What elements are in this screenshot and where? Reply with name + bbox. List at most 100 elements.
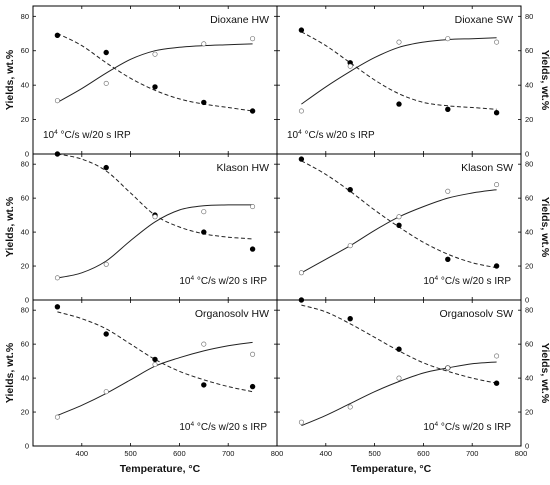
y-tick-label: 20 xyxy=(21,408,29,417)
data-point-filled xyxy=(396,101,402,107)
x-axis-label-left: Temperature, °C xyxy=(120,463,201,475)
data-point-filled xyxy=(298,297,305,303)
y-tick-label: 20 xyxy=(21,115,29,124)
x-tick-label: 400 xyxy=(76,449,89,458)
fit-curve-dashed xyxy=(301,31,497,110)
data-point-filled xyxy=(249,383,256,390)
y-tick-label: 60 xyxy=(525,194,533,203)
fit-curve-solid xyxy=(57,341,253,416)
data-point-open xyxy=(54,414,60,420)
panel-frames xyxy=(32,5,522,447)
data-point-filled xyxy=(249,108,256,114)
data-point-filled xyxy=(347,316,353,322)
data-point-filled xyxy=(54,151,61,157)
x-tick-label: 700 xyxy=(222,449,235,458)
x-tick-label: 800 xyxy=(515,449,528,458)
data-point-open xyxy=(201,41,207,47)
data-point-open xyxy=(445,36,451,42)
data-point-open xyxy=(103,389,109,395)
data-point-open xyxy=(298,419,304,425)
y-tick-label: 40 xyxy=(525,374,533,383)
y-tick-label: 60 xyxy=(525,46,533,55)
fit-curve-dashed xyxy=(301,304,497,384)
data-point-open xyxy=(103,261,109,267)
data-point-filled xyxy=(298,156,305,162)
y-tick-label: 20 xyxy=(21,262,29,271)
y-tick-label: 80 xyxy=(525,306,533,315)
data-point-open xyxy=(396,214,402,220)
data-point-filled xyxy=(493,380,500,386)
data-point-open xyxy=(494,353,500,359)
data-point-open xyxy=(396,39,402,45)
data-point-open xyxy=(298,108,304,114)
data-point-open xyxy=(201,341,207,347)
x-tick-label: 700 xyxy=(466,449,479,458)
fit-curve-solid xyxy=(57,204,253,279)
data-point-filled xyxy=(493,263,500,269)
y-tick-label: 0 xyxy=(525,296,529,305)
y-tick-label: 80 xyxy=(525,12,533,21)
x-tick-label: 400 xyxy=(320,449,333,458)
y-axis-label: Yields, wt.% xyxy=(4,342,16,403)
rate-annotation: 104 °C/s w/20 s IRP xyxy=(179,421,267,433)
fit-curve-dashed xyxy=(57,33,253,112)
data-point-filled xyxy=(152,356,158,363)
y-tick-label: 80 xyxy=(525,160,533,169)
data-point-filled xyxy=(152,84,158,90)
data-points xyxy=(54,27,500,425)
data-point-filled xyxy=(347,187,353,193)
y-tick-label: 80 xyxy=(21,160,29,169)
data-point-open xyxy=(250,351,256,357)
y-tick-label: 80 xyxy=(21,306,29,315)
data-point-open xyxy=(494,182,500,188)
data-point-open xyxy=(250,204,256,210)
data-point-filled xyxy=(396,346,402,352)
data-point-open xyxy=(103,80,109,86)
fit-curve-solid xyxy=(301,37,497,105)
panel-title: Dioxane SW xyxy=(455,14,513,26)
y-tick-label: 60 xyxy=(525,340,533,349)
x-tick-label: 500 xyxy=(368,449,381,458)
data-point-filled xyxy=(103,49,109,56)
data-point-filled xyxy=(201,99,207,106)
y-tick-label: 0 xyxy=(525,442,529,451)
y-tick-label: 0 xyxy=(525,150,529,159)
data-point-filled xyxy=(493,109,500,116)
y-axis-label: Yields, wt.% xyxy=(539,343,550,404)
y-tick-label: 40 xyxy=(21,374,29,383)
rate-annotation: 104 °C/s w/20 s IRP xyxy=(179,275,267,287)
x-tick-label: 600 xyxy=(417,449,430,458)
data-point-filled xyxy=(103,331,109,337)
data-point-filled xyxy=(396,222,402,229)
data-point-open xyxy=(152,214,158,220)
data-point-open xyxy=(54,98,60,104)
panel-title: Organosolv HW xyxy=(195,308,269,320)
panel-frame xyxy=(276,299,522,447)
data-point-filled xyxy=(249,246,256,252)
rate-annotation: 104 °C/s w/20 s IRP xyxy=(287,129,375,141)
y-tick-label: 40 xyxy=(525,228,533,237)
data-point-filled xyxy=(298,27,305,33)
data-point-filled xyxy=(54,32,61,38)
data-point-open xyxy=(396,375,402,381)
data-point-filled xyxy=(103,164,109,171)
data-point-open xyxy=(201,209,207,215)
data-point-filled xyxy=(445,256,451,262)
text-labels: 0 20 40 60 80 Yields, wt.% Dioxane HW 104 °C/s … xyxy=(4,12,550,458)
fit-curve-dashed xyxy=(57,311,253,393)
fit-curve-solid xyxy=(301,361,497,427)
panel-title: Dioxane HW xyxy=(210,14,269,26)
rate-annotation: 104 °C/s w/20 s IRP xyxy=(423,275,511,287)
y-axis-label: Yields, wt.% xyxy=(4,196,16,257)
data-point-open xyxy=(152,361,158,367)
y-tick-label: 0 xyxy=(25,296,29,305)
data-point-open xyxy=(298,270,304,276)
data-point-open xyxy=(347,404,353,410)
fit-curve-dashed xyxy=(301,160,497,269)
y-tick-label: 40 xyxy=(21,81,29,90)
data-point-open xyxy=(494,39,500,45)
y-tick-label: 20 xyxy=(525,115,533,124)
data-point-open xyxy=(445,188,451,194)
x-axis-label-right: Temperature, °C xyxy=(351,463,432,475)
